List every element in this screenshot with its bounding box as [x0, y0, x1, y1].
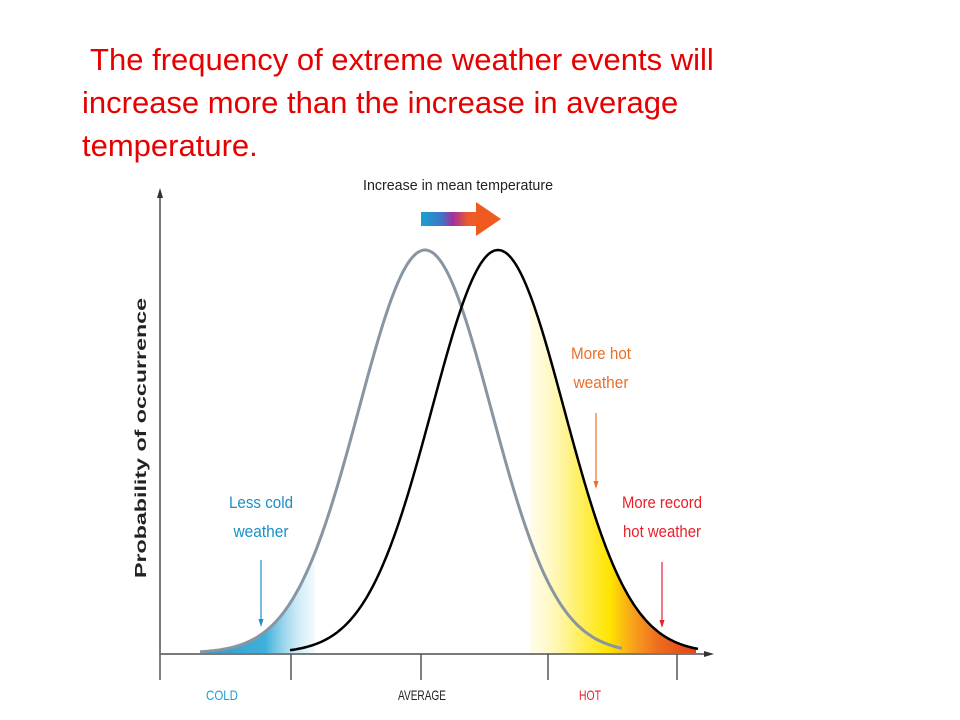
previous-climate-curve: [199, 248, 623, 654]
y-axis-label: Probability of occurrence: [133, 298, 150, 578]
new-climate-curve: [289, 248, 699, 652]
less-cold-line-2: weather: [233, 522, 289, 541]
less-cold-shaded-region: [205, 552, 315, 653]
more-hot-annotation: More hot weather: [571, 344, 631, 489]
x-label-cold: COLD: [206, 687, 238, 703]
y-axis-arrowhead-icon: [157, 188, 163, 198]
x-axis-arrowhead-icon: [704, 651, 714, 657]
title-line-3: temperature.: [82, 128, 258, 163]
more-record-hot-line-1: More record: [622, 493, 702, 512]
more-hot-shaded-region: [530, 294, 696, 653]
x-label-average: AVERAGE: [398, 687, 446, 703]
more-hot-line-2: weather: [573, 373, 629, 392]
more-record-hot-arrowhead-icon: [659, 620, 665, 628]
title-line-1: The frequency of extreme weather events …: [82, 42, 714, 77]
less-cold-arrowhead-icon: [258, 619, 264, 627]
shift-label: Increase in mean temperature: [363, 177, 553, 194]
x-axis-ticks: [159, 654, 678, 680]
more-record-hot-line-2: hot weather: [623, 522, 701, 541]
title-line-2: increase more than the increase in avera…: [82, 85, 679, 120]
slide-title: The frequency of extreme weather events …: [82, 38, 882, 167]
less-cold-annotation: Less cold weather: [229, 493, 293, 627]
shift-arrow-icon: [421, 202, 501, 236]
more-record-hot-annotation: More record hot weather: [622, 493, 702, 628]
less-cold-line-1: Less cold: [229, 493, 293, 512]
more-hot-line-1: More hot: [571, 344, 631, 363]
more-hot-arrowhead-icon: [593, 481, 599, 489]
x-label-hot: HOT: [579, 687, 601, 703]
